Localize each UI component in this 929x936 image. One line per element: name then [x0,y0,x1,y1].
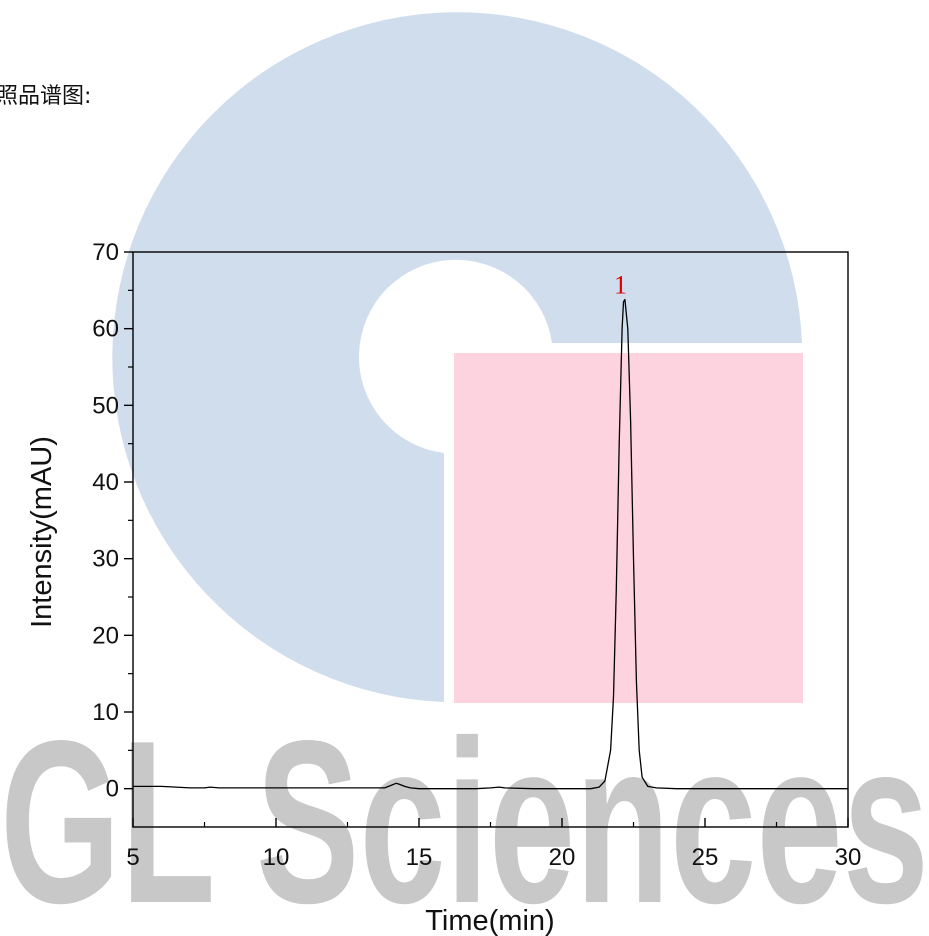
y-ticks: 0 10 20 30 40 50 60 70 [92,239,133,803]
y-tick-label: 40 [92,469,119,496]
x-tick-label: 5 [126,844,139,871]
peak-annotations: 1 [614,271,627,300]
watermark: GL Sciences [0,12,929,936]
x-axis-label: Time(min) [425,905,554,936]
y-tick-label: 30 [92,546,119,573]
watermark-circle [112,12,802,702]
watermark-text: GL Sciences [0,693,929,936]
series-line [133,298,848,790]
y-axis-label: Intensity(mAU) [26,436,58,628]
x-tick-label: 30 [835,844,862,871]
x-tick-label: 20 [549,844,576,871]
y-tick-label: 60 [92,316,119,343]
x-tick-label: 10 [263,844,290,871]
figure-caption: 照品谱图: [0,84,92,109]
y-tick-label: 0 [106,776,119,803]
x-ticks: 5 10 15 20 25 30 [126,818,861,871]
x-tick-label: 25 [692,844,719,871]
y-tick-label: 50 [92,392,119,419]
y-tick-label: 70 [92,239,119,266]
watermark-square [454,353,803,703]
peak-label: 1 [614,271,627,300]
y-tick-label: 20 [92,622,119,649]
y-tick-label: 10 [92,699,119,726]
x-tick-label: 15 [406,844,433,871]
